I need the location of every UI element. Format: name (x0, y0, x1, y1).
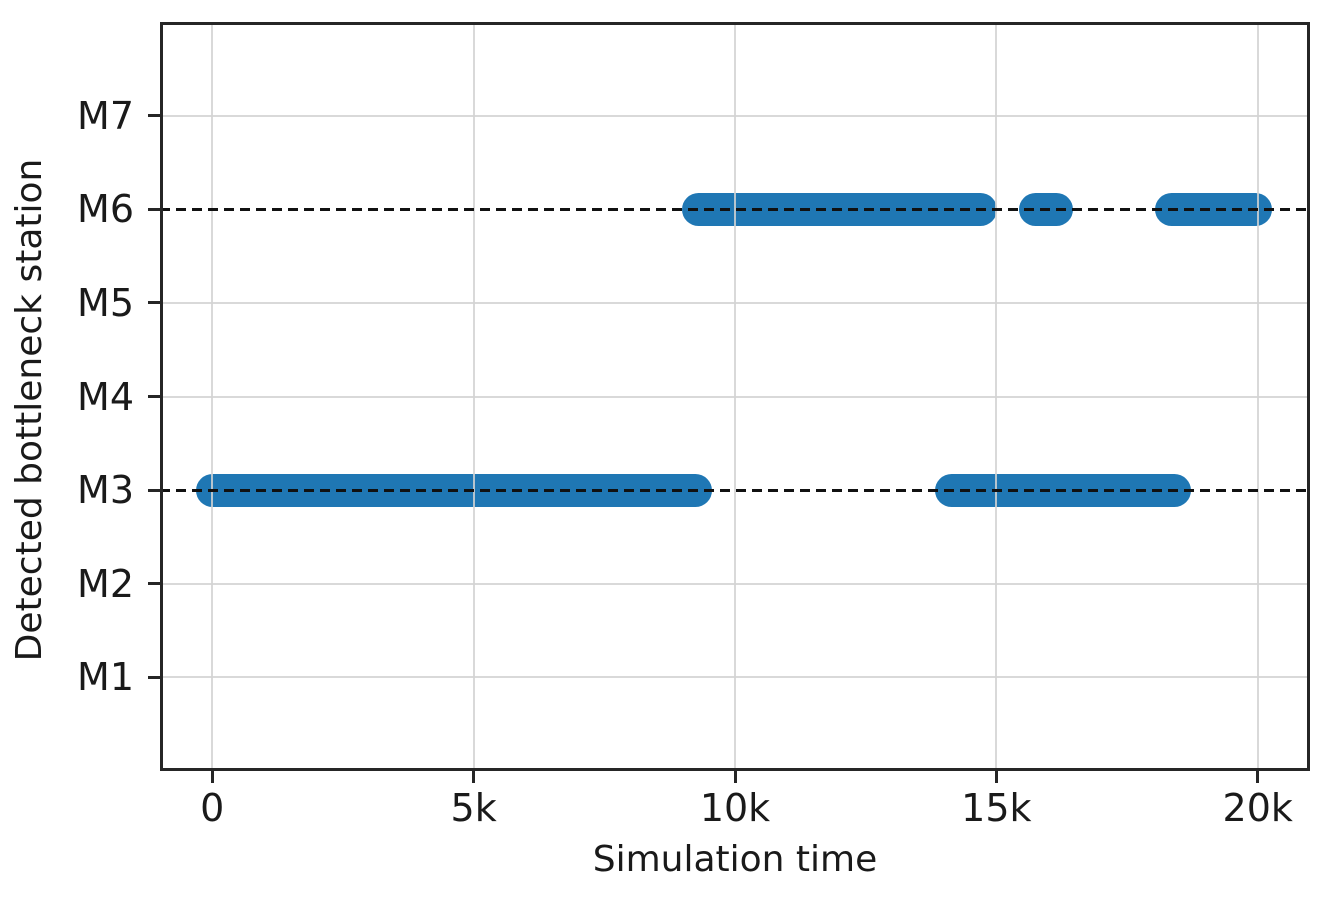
y-gridline (160, 582, 1310, 585)
y-tick-mark (148, 114, 160, 118)
x-tick-label: 10k (699, 786, 771, 830)
y-tick-label: M2 (77, 561, 134, 606)
x-tick-label: 5k (450, 786, 497, 830)
x-tick-label: 20k (1222, 786, 1293, 830)
y-tick-mark (148, 207, 160, 211)
y-tick-label: M3 (77, 468, 134, 513)
x-tick-mark (472, 771, 476, 783)
y-gridline (160, 114, 1310, 117)
x-tick-mark (994, 771, 998, 783)
y-axis-label: Detected bottleneck station (9, 158, 50, 662)
y-gridline (160, 301, 1310, 304)
y-tick-mark (148, 675, 160, 679)
x-tick-mark (210, 771, 214, 783)
plot-spine-top (160, 22, 1310, 25)
x-tick-mark (733, 771, 737, 783)
reference-dashed-line-m6 (160, 207, 1310, 211)
plot-spine-bottom (160, 768, 1310, 771)
y-tick-label: M5 (77, 280, 134, 325)
y-gridline (160, 676, 1310, 679)
plot-area (160, 22, 1310, 771)
plot-spine-right (1307, 22, 1310, 771)
y-tick-mark (148, 301, 160, 305)
y-tick-mark (148, 488, 160, 492)
y-tick-label: M4 (77, 374, 134, 419)
reference-dashed-line-m3 (160, 488, 1310, 492)
x-axis-label: Simulation time (592, 839, 878, 880)
y-tick-mark (148, 395, 160, 398)
x-tick-mark (1256, 771, 1260, 783)
x-tick-label: 0 (200, 786, 225, 830)
y-gridline (160, 395, 1310, 398)
plot-spine-left (160, 22, 163, 771)
y-tick-label: M1 (77, 655, 134, 700)
y-tick-label: M7 (77, 93, 134, 138)
x-tick-label: 15k (961, 786, 1032, 830)
y-tick-mark (148, 582, 160, 586)
y-tick-label: M6 (77, 187, 134, 232)
